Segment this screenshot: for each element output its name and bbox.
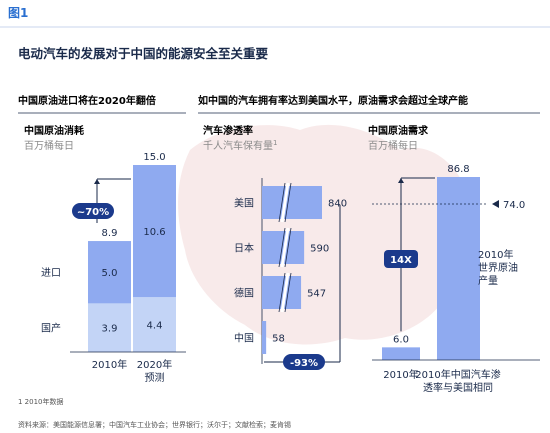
chart1-title: 中国原油消耗 — [24, 124, 84, 137]
bar-penetration — [262, 321, 267, 354]
figure-label: 图1 — [8, 6, 28, 20]
decline-badge-label: -93% — [290, 358, 318, 369]
axis-break-mark — [284, 227, 292, 268]
bar-penetration — [262, 276, 302, 309]
bar-domestic — [88, 303, 131, 352]
multiplier-arrow-head — [398, 178, 404, 183]
value-label-total: 8.9 — [102, 228, 118, 239]
chart-crude-consumption: 国产 进口 3.9 5.0 8.9 2010年 4.4 10.6 15.0 2020年预测 ~70% — [41, 152, 186, 384]
source-note: 资料来源：美国能源信息署；中国汽车工业协会；世界银行；沃尔于；文献检索；麦肯锡 — [18, 420, 291, 429]
chart2-subtitle-text: 千人汽车保有量 — [203, 139, 273, 152]
bar-domestic — [133, 297, 176, 352]
value-label-import: 10.6 — [143, 227, 165, 238]
category-label: 2010年 — [383, 368, 418, 381]
value-label-import: 5.0 — [102, 268, 118, 279]
growth-arrow-head — [94, 179, 100, 184]
series-label-domestic: 国产 — [41, 322, 61, 335]
china-map-background — [178, 124, 473, 345]
axis-break-gap — [280, 227, 290, 268]
series-label-import: 进口 — [41, 267, 61, 279]
category-label-line: 2020年 — [137, 358, 172, 371]
value-label: 547 — [307, 289, 326, 300]
category-label: 2020年预测 — [137, 358, 172, 384]
reference-value: 74.0 — [503, 200, 525, 211]
axis-break-mark — [278, 272, 286, 313]
bar-import — [133, 165, 176, 298]
value-label: 6.0 — [393, 334, 409, 345]
reference-label-line: 世界原油 — [478, 261, 518, 274]
value-label: 86.8 — [447, 164, 469, 175]
value-label-domestic: 4.4 — [147, 321, 163, 332]
category-label: 美国 — [234, 197, 254, 210]
reference-label-line: 2010年 — [478, 248, 513, 261]
axis-break-mark — [284, 272, 292, 313]
axis-break-mark — [278, 182, 286, 223]
chart-car-penetration: 840 美国 590 日本 547 德国 58 中国 -93% — [234, 178, 347, 370]
section-right-heading: 如中国的汽车拥有率达到美国水平，原油需求会超过全球产能 — [198, 94, 468, 107]
section-left-heading: 中国原油进口将在2020年翻倍 — [18, 94, 156, 107]
chart2-title: 汽车渗透率 — [203, 124, 253, 137]
growth-badge — [72, 203, 114, 219]
reference-marker — [492, 199, 499, 208]
multiplier-badge — [384, 250, 418, 268]
category-label-line: 2010年中国汽车渗 — [415, 368, 500, 381]
multiplier-badge-label: 14X — [390, 255, 412, 266]
headline: 电动汽车的发展对于中国的能源安全至关重要 — [18, 46, 269, 61]
chart-crude-demand: 6.086.82010年2010年中国汽车渗透率与美国相同74.02010年世界… — [372, 164, 540, 394]
value-label-total: 15.0 — [143, 152, 165, 163]
bar-demand — [382, 347, 420, 360]
category-label: 2010年中国汽车渗透率与美国相同 — [415, 368, 500, 394]
category-label: 2010年 — [92, 358, 127, 371]
axis-break-gap — [280, 272, 290, 313]
bar-penetration — [262, 186, 322, 219]
chart2-subtitle-footnote: 1 — [273, 139, 277, 147]
category-label-line: 预测 — [145, 371, 165, 384]
reference-label-line: 产量 — [478, 274, 498, 287]
value-label: 840 — [328, 199, 347, 210]
category-label: 日本 — [234, 242, 254, 255]
bar-demand — [437, 177, 480, 360]
axis-break-gap — [280, 182, 290, 223]
reference-label: 2010年世界原油产量 — [478, 248, 518, 287]
value-label: 58 — [272, 334, 285, 345]
chart3-subtitle: 百万桶每日 — [368, 139, 418, 152]
bar-import — [88, 241, 131, 304]
category-label-line: 2010年 — [383, 368, 418, 381]
decline-badge — [283, 354, 325, 370]
category-label: 中国 — [234, 332, 254, 345]
value-label-domestic: 3.9 — [102, 324, 118, 335]
axis-break-mark — [284, 182, 292, 223]
chart2-subtitle: 千人汽车保有量1 — [203, 139, 277, 152]
category-label-line: 透率与美国相同 — [423, 381, 493, 394]
value-label: 590 — [310, 244, 329, 255]
footnote: 1 2010年数据 — [18, 397, 64, 406]
axis-break-mark — [278, 227, 286, 268]
growth-badge-label: ~70% — [77, 207, 109, 218]
category-label: 德国 — [234, 287, 254, 300]
chart3-title: 中国原油需求 — [368, 124, 429, 137]
category-label-line: 2010年 — [92, 358, 127, 371]
chart1-subtitle: 百万桶每日 — [24, 139, 74, 152]
